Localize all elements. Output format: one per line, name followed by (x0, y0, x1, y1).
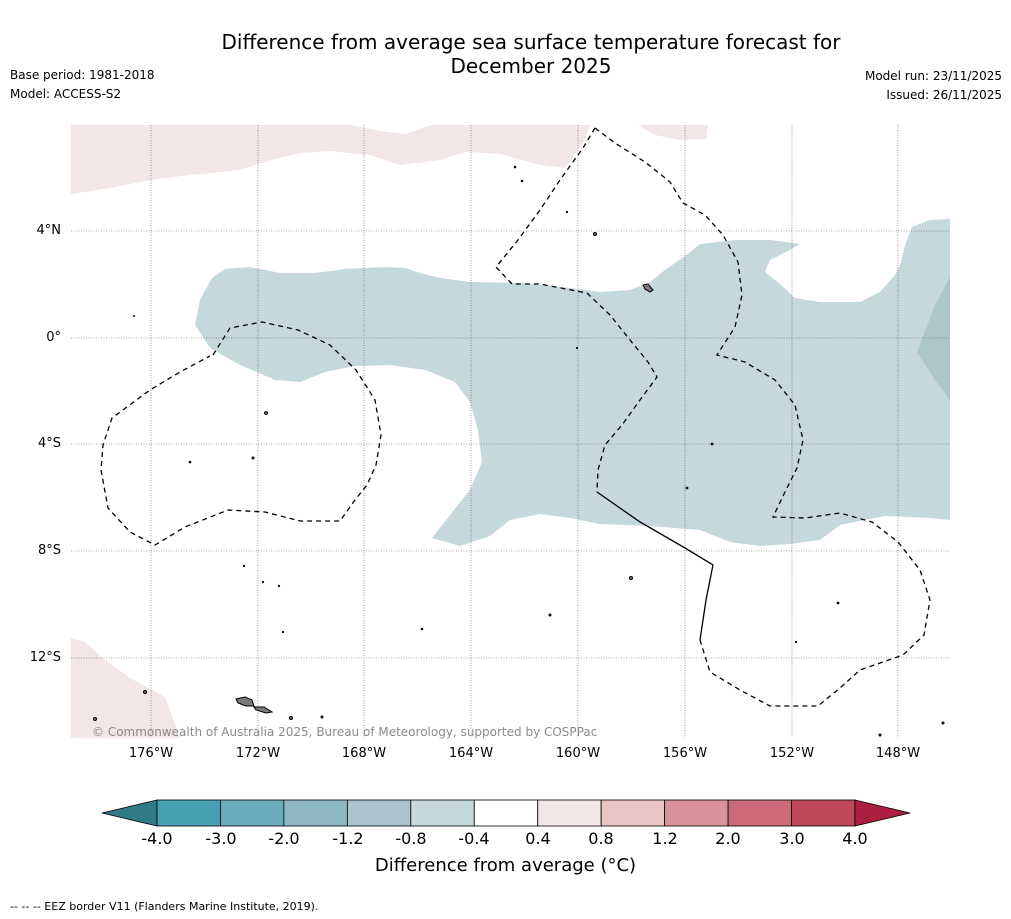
issued-date: Issued: 26/11/2025 (886, 88, 1002, 102)
colorbar-segment (410, 799, 475, 827)
warm-anomaly-south (71, 638, 180, 738)
colorbar-segment (283, 799, 348, 827)
island-dot (420, 627, 424, 631)
colorbar (101, 799, 911, 827)
island-dot (133, 315, 135, 317)
colorbar-title: Difference from average (°C) (374, 855, 637, 876)
island-dot (281, 630, 285, 634)
colorbar-tick: -4.0 (141, 829, 173, 848)
colorbar-tick: -0.4 (458, 829, 490, 848)
lon-label-156w: 156°W (662, 746, 708, 761)
eez-border-solid (596, 491, 714, 641)
island-upolu (253, 706, 274, 714)
island-dot (794, 640, 798, 644)
lat-label-0: 0° (46, 330, 61, 345)
eez-border-line-islands (594, 127, 931, 707)
lat-label-12s: 12°S (29, 650, 61, 665)
island-dot (593, 232, 597, 236)
colorbar-tick: -0.8 (395, 829, 427, 848)
lon-label-148w: 148°W (875, 746, 921, 761)
lat-label-8s: 8°S (37, 543, 61, 558)
island-dot (836, 601, 840, 605)
model-name: Model: ACCESS-S2 (10, 87, 122, 101)
colorbar-segment (791, 799, 856, 827)
lon-label-164w: 164°W (448, 746, 494, 761)
colorbar-segment (346, 799, 412, 827)
island-dot (565, 210, 569, 214)
colorbar-tick: -3.0 (205, 829, 237, 848)
colorbar-segment (664, 799, 729, 827)
eez-border-kiribati (495, 127, 658, 493)
island-dot (143, 690, 147, 694)
island-dot (710, 442, 714, 446)
island-dot (93, 717, 97, 721)
island-dot (320, 715, 324, 719)
warm-anomaly-north (71, 125, 590, 194)
lon-label-168w: 168°W (341, 746, 387, 761)
map-gridlines (71, 125, 950, 738)
island-dot (685, 486, 689, 490)
island-dot (261, 580, 265, 584)
cool-anomaly-band (195, 219, 950, 546)
eez-borders (100, 127, 931, 707)
island-dot (575, 346, 579, 350)
colorbar-tick: 4.0 (842, 829, 868, 848)
island-dot (878, 733, 882, 737)
colorbar-tick: 0.8 (588, 829, 614, 848)
islands (93, 165, 945, 737)
island-dot (251, 456, 255, 460)
colorbar-segment (727, 799, 792, 827)
island-atoll (642, 283, 654, 293)
map-title: Difference from average sea surface temp… (221, 30, 841, 78)
island-dot (520, 179, 524, 183)
colorbar-segment (537, 799, 602, 827)
island-dot (289, 716, 293, 720)
lat-label-4s: 4°S (37, 436, 61, 451)
warm-anomaly-northeast (638, 125, 708, 140)
island-dot (277, 584, 281, 588)
island-dot (188, 460, 192, 464)
colorbar-segment (473, 799, 539, 827)
colorbar-tick: 0.4 (525, 829, 551, 848)
lat-label-4n: 4°N (36, 223, 62, 238)
colorbar-segment (220, 799, 285, 827)
eez-footnote: -- -- -- EEZ border V11 (Flanders Marine… (10, 900, 319, 913)
colorbar-segments (156, 799, 856, 827)
eez-border-tokelau (100, 321, 382, 546)
lon-label-160w: 160°W (555, 746, 601, 761)
meta-left: Base period: 1981-2018 Model: ACCESS-S2 (10, 66, 155, 104)
colorbar-tick: 3.0 (779, 829, 805, 848)
cool-anomaly-patch (917, 277, 950, 400)
lon-label-176w: 176°W (128, 746, 174, 761)
colorbar-segment (600, 799, 666, 827)
colorbar-tick: -1.2 (332, 829, 364, 848)
colorbar-tick: -2.0 (268, 829, 300, 848)
lon-label-172w: 172°W (235, 746, 281, 761)
colorbar-under-arrow (101, 799, 158, 827)
model-run: Model run: 23/11/2025 (864, 69, 1002, 83)
island-dot (548, 613, 552, 617)
meta-right: Model run: 23/11/2025 Issued: 26/11/2025 (865, 67, 1002, 105)
lon-label-152w: 152°W (769, 746, 815, 761)
base-period: Base period: 1981-2018 (10, 68, 155, 82)
island-savaii (235, 696, 255, 707)
colorbar-tick: 1.2 (652, 829, 678, 848)
island-dot (629, 576, 633, 580)
copyright-notice: © Commonwealth of Australia 2025, Bureau… (92, 725, 598, 739)
colorbar-over-arrow (854, 799, 911, 827)
island-dot (264, 411, 268, 415)
island-dot (941, 721, 945, 725)
colorbar-segment (156, 799, 221, 827)
colorbar-tick: 2.0 (715, 829, 741, 848)
island-dot (513, 165, 517, 169)
map-area (71, 125, 950, 738)
island-dot (242, 564, 246, 568)
